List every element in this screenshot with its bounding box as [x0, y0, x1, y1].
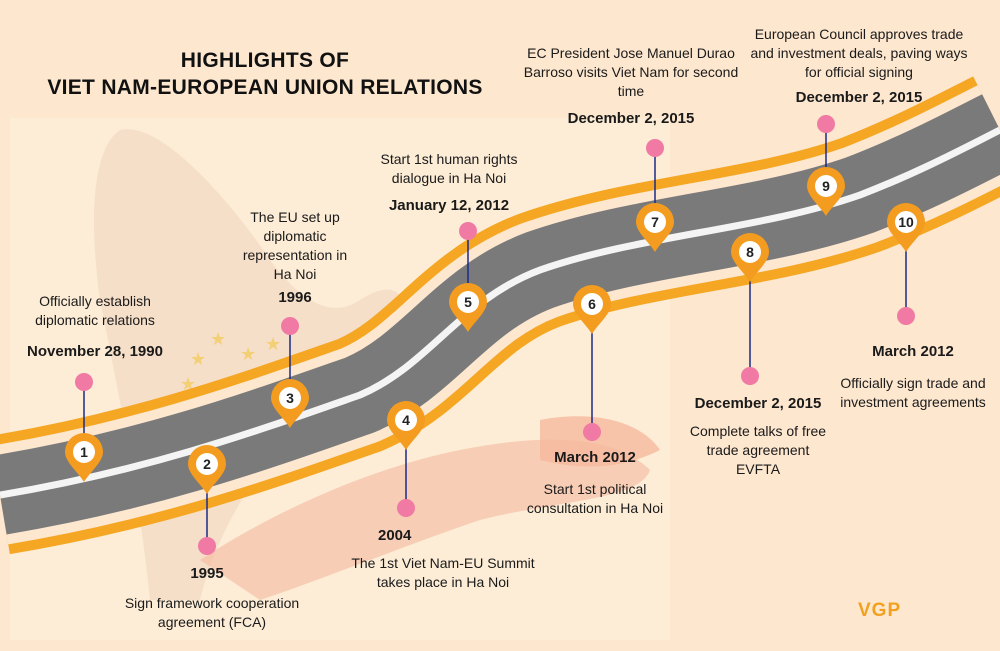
dot-9	[817, 115, 835, 133]
dot-6	[583, 423, 601, 441]
marker-1: 1	[65, 432, 103, 482]
marker-5: 5	[449, 283, 487, 332]
dot-8	[741, 367, 759, 385]
marker-center	[815, 175, 837, 197]
dot-7	[646, 139, 664, 157]
marker-center	[73, 441, 95, 463]
event-9-date: December 2, 2015	[795, 89, 923, 106]
svg-text:★: ★	[210, 329, 226, 349]
event-4-desc: The 1st Viet Nam-EU Summit takes place i…	[351, 555, 535, 590]
event-1: Officially establish diplomatic relation…	[20, 292, 170, 362]
event-8: December 2, 2015 Complete talks of free …	[686, 394, 830, 479]
dot-5	[459, 222, 477, 240]
marker-6: 6	[573, 285, 611, 334]
event-1-date: November 28, 1990	[27, 343, 163, 360]
event-10-date: March 2012	[872, 343, 954, 360]
markers: 1 2 3 4 5 6 7 8 9 10	[65, 167, 925, 494]
event-2-desc: Sign framework cooperation agreement (FC…	[124, 595, 300, 630]
marker-2: 2	[188, 445, 226, 494]
dots	[75, 115, 915, 555]
title-line-2: VIET NAM-EUROPEAN UNION RELATIONS	[47, 76, 483, 99]
marker-number: 8	[746, 244, 754, 260]
marker-number: 1	[80, 444, 88, 460]
event-6: March 2012 Start 1st political consultat…	[520, 448, 670, 518]
svg-text:★: ★	[265, 334, 281, 354]
vgp-logo: VGP	[858, 600, 902, 621]
dot-2	[198, 537, 216, 555]
marker-number: 2	[203, 456, 211, 472]
marker-center	[395, 409, 417, 431]
svg-text:★: ★	[240, 344, 256, 364]
dot-4	[397, 499, 415, 517]
event-5-date: January 12, 2012	[388, 197, 510, 214]
event-4-date: 2004	[378, 527, 412, 544]
event-7-desc: EC President Jose Manuel Durao Barroso v…	[523, 45, 739, 99]
event-3: The EU set up diplomatic representation …	[236, 208, 354, 308]
event-6-desc: Start 1st political consultation in Ha N…	[526, 481, 664, 516]
event-7: EC President Jose Manuel Durao Barroso v…	[522, 44, 740, 129]
event-8-date: December 2, 2015	[694, 395, 822, 412]
page-title: HIGHLIGHTS OF VIET NAM-EUROPEAN UNION RE…	[20, 48, 510, 102]
marker-number: 4	[402, 412, 410, 428]
marker-center	[457, 291, 479, 313]
event-3-date: 1996	[278, 289, 312, 306]
marker-7: 7	[636, 203, 674, 252]
marker-number: 7	[651, 214, 659, 230]
svg-text:★: ★	[190, 349, 206, 369]
marker-number: 10	[898, 214, 914, 230]
event-5: Start 1st human rights dialogue in Ha No…	[364, 150, 534, 216]
marker-number: 6	[588, 296, 596, 312]
event-10-desc: Officially sign trade and investment agr…	[840, 375, 986, 410]
marker-center	[581, 293, 603, 315]
marker-number: 3	[286, 390, 294, 406]
marker-center	[895, 211, 917, 233]
title-line-1: HIGHLIGHTS OF	[180, 49, 350, 72]
dot-1	[75, 373, 93, 391]
event-5-desc: Start 1st human rights dialogue in Ha No…	[380, 151, 518, 186]
marker-9: 9	[807, 167, 845, 216]
event-4: 2004 The 1st Viet Nam-EU Summit takes pl…	[346, 526, 540, 592]
road-center-line	[0, 126, 1000, 499]
marker-number: 9	[822, 178, 830, 194]
marker-center	[739, 241, 761, 263]
event-8-desc: Complete talks of free trade agreement E…	[689, 423, 827, 477]
marker-number: 5	[464, 294, 472, 310]
event-9-desc: European Council approves trade and inve…	[750, 26, 968, 80]
event-3-desc: The EU set up diplomatic representation …	[242, 209, 348, 282]
event-10: March 2012 Officially sign trade and inv…	[836, 342, 990, 412]
marker-10: 10	[887, 203, 925, 252]
dot-3	[281, 317, 299, 335]
marker-center	[279, 387, 301, 409]
marker-3: 3	[271, 379, 309, 428]
event-1-desc: Officially establish diplomatic relation…	[35, 293, 155, 328]
dot-10	[897, 307, 915, 325]
event-2: 1995 Sign framework cooperation agreemen…	[112, 564, 312, 632]
marker-center	[644, 211, 666, 233]
marker-8: 8	[731, 233, 769, 282]
marker-center	[196, 453, 218, 475]
event-2-date: 1995	[190, 565, 224, 582]
event-9: European Council approves trade and inve…	[750, 25, 968, 108]
event-6-date: March 2012	[554, 449, 636, 466]
marker-4: 4	[387, 401, 425, 450]
event-7-date: December 2, 2015	[567, 110, 695, 127]
